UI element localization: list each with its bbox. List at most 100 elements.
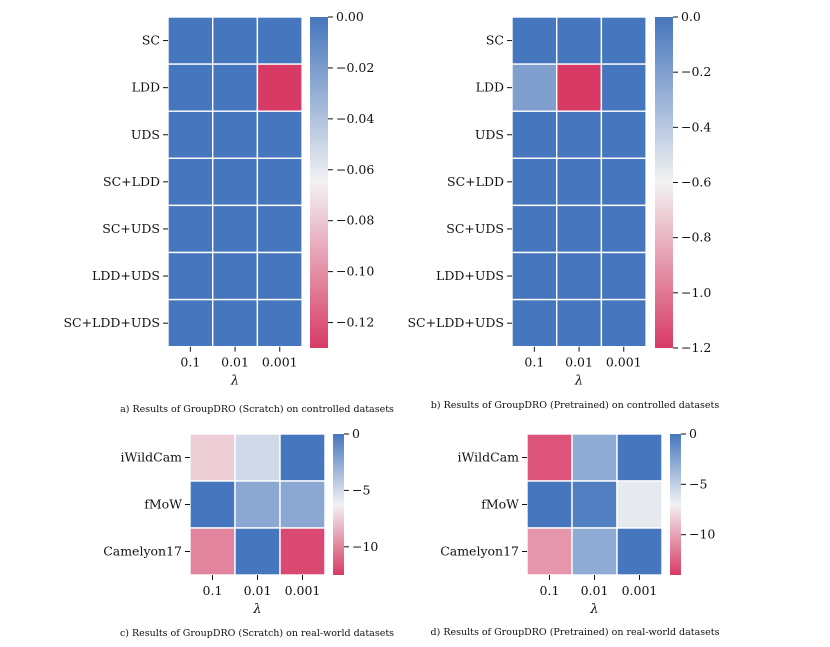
y-tick-label: SC+UDS [102,221,160,236]
colorbar-tick-label: −0.02 [336,60,374,75]
heatmap-cell [600,110,647,159]
heatmap-cell [256,63,303,112]
heatmap-cell [211,110,259,159]
colorbar-tick-label: −0.6 [681,175,711,190]
heatmap-cell [211,157,259,207]
heatmap-cell [511,298,558,348]
caption-a: a) Results of GroupDRO (Scratch) on cont… [120,404,394,415]
heatmap-cell [279,527,326,576]
y-tick-label: SC+LDD [447,174,504,189]
y-tick-label: SC+LDD+UDS [407,315,504,330]
heatmap-cell [211,16,259,65]
heatmap-cell [189,480,236,529]
heatmap-cell [279,480,326,529]
y-tick-label: fMoW [481,497,519,512]
heatmap-cell [556,204,603,254]
y-tick-label: LDD [476,80,504,95]
y-tick-label: Camelyon17 [440,544,519,559]
heatmap-cell [511,251,558,301]
heatmap-cell [600,63,647,112]
heatmap-cell [511,63,558,112]
colorbar-tick-label: −10 [352,539,378,554]
panel-b: SC LDD UDS SC+LDD SC+UDS LDD+UDS SC+LDD+UDS 0.1… [407,9,711,389]
colorbar-tick-label: −5 [689,476,707,491]
y-tick-label: LDD+UDS [92,268,160,283]
x-tick-label: 0.1 [524,355,544,370]
heatmap-cell [256,204,303,254]
y-tick-label: UDS [131,127,160,142]
heatmap-cell [167,204,214,254]
y-tick-label: SC [142,33,160,48]
heatmap-cell [256,110,303,159]
x-tick-label: 0.01 [244,583,272,598]
y-tick-label: SC+LDD [103,174,160,189]
y-tick-label: UDS [475,127,504,142]
heatmap-cell [211,204,259,254]
heatmap-cell [600,298,647,348]
y-tick-label: SC+LDD+UDS [63,315,160,330]
colorbar [670,434,681,575]
x-tick-label: 0.001 [285,583,321,598]
heatmap-cell [234,433,281,482]
heatmap-cell [511,16,558,65]
heatmap-cell [616,527,663,576]
colorbar-tick-label: −10 [689,527,715,542]
y-tick-label: SC+UDS [446,221,504,236]
heatmap-cell [616,433,663,482]
colorbar-tick-label: −1.2 [681,340,711,355]
heatmap-cell [189,527,236,576]
heatmap-cell [600,251,647,301]
x-tick-label: 0.01 [581,583,609,598]
x-axis-label: λ [574,374,583,389]
y-tick-label: SC [486,33,504,48]
heatmap-cell [526,527,573,576]
heatmap-cell [526,433,573,482]
panel-a: SC LDD UDS SC+LDD SC+UDS LDD+UDS SC+LDD+UDS 0.1… [63,9,374,389]
heatmap-cell [189,433,236,482]
heatmap-cell [167,298,214,348]
heatmap-cell [600,157,647,207]
x-axis-label: λ [252,602,261,617]
y-tick-label: LDD [132,80,160,95]
x-tick-label: 0.1 [540,583,560,598]
colorbar-tick-label: −0.04 [336,111,374,126]
panel-d: iWildCam fMoW Camelyon17 0.1 0.01 0.001 λ 0 −5 −1… [440,426,715,617]
heatmap-cell [571,480,618,529]
x-tick-label: 0.01 [221,355,249,370]
caption-c: c) Results of GroupDRO (Scratch) on real… [120,628,394,639]
heatmap-cell [600,16,647,65]
colorbar-tick-label: −0.8 [681,230,711,245]
x-tick-label: 0.01 [565,355,593,370]
colorbar-tick-label: −0.06 [336,162,374,177]
heatmap-cell [256,157,303,207]
x-tick-label: 0.1 [180,355,200,370]
heatmap-cell [256,298,303,348]
x-tick-label: 0.001 [606,355,642,370]
heatmap-cell [600,204,647,254]
heatmap-cell [511,110,558,159]
x-axis-label: λ [230,374,239,389]
colorbar-tick-label: −0.12 [336,315,374,330]
heatmap-cell [616,480,663,529]
panel-c: iWildCam fMoW Camelyon17 0.1 0.01 0.001 λ 0 −5 −1… [103,426,378,617]
colorbar-tick-label: 0 [352,426,360,441]
heatmap-cell [556,63,603,112]
heatmap-cell [511,204,558,254]
heatmap-cell [234,527,281,576]
heatmap-cell [556,298,603,348]
heatmap-cell [211,298,259,348]
heatmap-cell [556,157,603,207]
heatmap-cell [234,480,281,529]
heatmap-cell [511,157,558,207]
colorbar [310,17,328,348]
colorbar-tick-label: 0.00 [336,9,364,24]
heatmap-cell [167,16,214,65]
heatmap-cell [256,16,303,65]
x-tick-label: 0.1 [203,583,223,598]
heatmap-cell [556,16,603,65]
heatmap-cell [556,110,603,159]
colorbar-tick-label: −0.2 [681,64,711,79]
heatmap-cell [167,63,214,112]
heatmap-cell [279,433,326,482]
heatmap-cell [571,527,618,576]
